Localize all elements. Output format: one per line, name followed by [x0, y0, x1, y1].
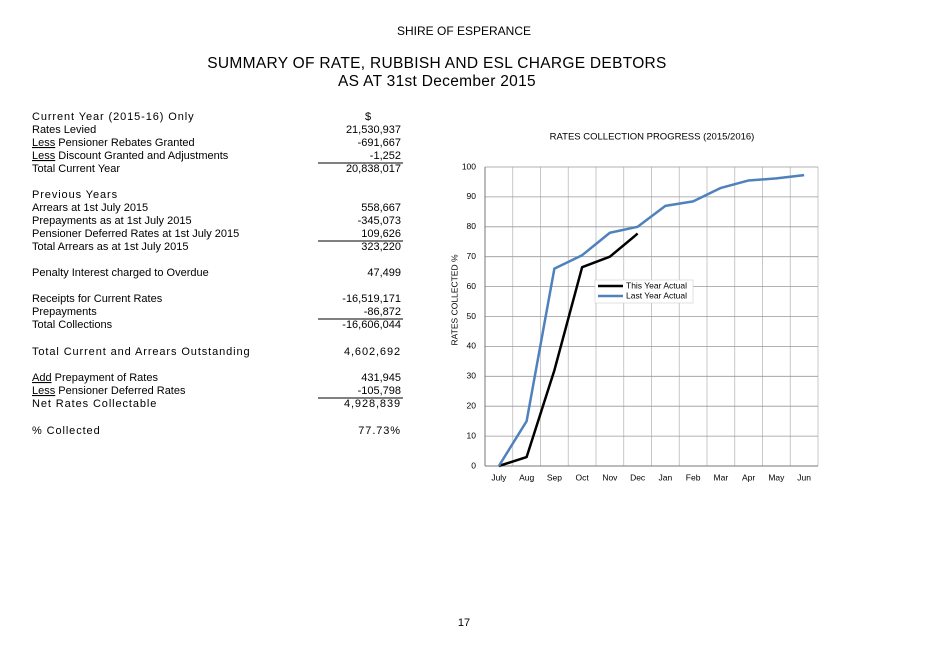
row-value: -1,252	[370, 150, 401, 162]
row-value: 77.73%	[358, 425, 401, 437]
chart: RATES COLLECTION PROGRESS (2015/2016) RA…	[449, 132, 819, 482]
summary-table: Current Year (2015-16) Only $ Rates Levied…	[32, 111, 403, 437]
row-label: Previous Years	[32, 189, 118, 201]
y-tick-label: 70	[467, 251, 477, 261]
label-text: Discount Granted and Adjustments	[55, 150, 229, 162]
label-text: Rates Levied	[32, 124, 96, 136]
x-tick-label: Aug	[519, 472, 534, 482]
y-tick-label: 10	[467, 430, 477, 440]
label-text: Pensioner Deferred Rates at 1st July 201…	[32, 228, 239, 240]
label-text: Prepayments as at 1st July 2015	[32, 215, 192, 227]
row-value: 558,667	[361, 202, 401, 214]
x-tick-label: Jun	[797, 472, 811, 482]
label-text: Net Rates Collectable	[32, 398, 157, 410]
label-text: Prepayment of Rates	[52, 372, 159, 384]
label-text: Penalty Interest charged to Overdue	[32, 267, 209, 279]
label-text: Pensioner Deferred Rates	[55, 385, 186, 397]
x-tick-label: Dec	[630, 472, 646, 482]
row-label: Arrears at 1st July 2015	[32, 202, 148, 214]
row-label: Less Pensioner Deferred Rates	[32, 385, 186, 397]
x-tick-label: Nov	[602, 472, 618, 482]
legend-label: This Year Actual	[626, 280, 687, 290]
row-label: Less Pensioner Rebates Granted	[32, 137, 195, 149]
x-tick-label: Sep	[547, 472, 562, 482]
row-value: -345,073	[358, 215, 401, 227]
row-label: Rates Levied	[32, 124, 96, 136]
organisation: SHIRE OF ESPERANCE	[397, 24, 531, 38]
row-value: -86,872	[364, 306, 401, 318]
row-value: -16,519,171	[342, 293, 401, 305]
y-tick-label: 50	[467, 311, 477, 321]
y-tick-label: 0	[471, 460, 476, 470]
label-text: % Collected	[32, 425, 101, 437]
x-tick-label: Mar	[714, 472, 729, 482]
label-text: Prepayments	[32, 306, 97, 318]
series-line	[498, 232, 639, 468]
row-label: Less Discount Granted and Adjustments	[32, 150, 229, 162]
label-text: Arrears at 1st July 2015	[32, 202, 148, 214]
row-value: -691,667	[358, 137, 401, 149]
title: SUMMARY OF RATE, RUBBISH AND ESL CHARGE …	[207, 55, 666, 72]
subtitle: AS AT 31st December 2015	[338, 73, 536, 90]
row-label: Penalty Interest charged to Overdue	[32, 267, 209, 279]
label-prefix: Add	[32, 372, 52, 384]
row-label: Total Current and Arrears Outstanding	[32, 346, 251, 358]
row-label: Prepayments as at 1st July 2015	[32, 215, 192, 227]
label-text: Total Collections	[32, 319, 113, 331]
y-tick-label: 80	[467, 221, 477, 231]
y-tick-label: 20	[467, 400, 477, 410]
label-text: Total Current and Arrears Outstanding	[32, 346, 251, 358]
row-value: 47,499	[367, 267, 401, 279]
y-tick-label: 100	[462, 161, 476, 171]
y-tick-label: 90	[467, 191, 477, 201]
row-label: Total Current Year	[32, 163, 120, 175]
x-tick-label: Jan	[659, 472, 673, 482]
row-label: Total Collections	[32, 319, 113, 331]
label-text: Total Current Year	[32, 163, 120, 175]
row-value: 431,945	[361, 372, 401, 384]
row-label: % Collected	[32, 425, 101, 437]
row-value: -16,606,044	[342, 319, 401, 331]
row-value: 20,838,017	[346, 163, 401, 175]
row-label: Add Prepayment of Rates	[32, 372, 158, 384]
x-tick-label: Apr	[742, 472, 755, 482]
y-tick-label: 30	[467, 371, 477, 381]
label-text: Current Year (2015-16) Only	[32, 111, 195, 123]
row-label: Prepayments	[32, 306, 97, 318]
row-label: Total Arrears as at 1st July 2015	[32, 241, 189, 253]
row-value: 4,602,692	[344, 346, 401, 358]
row-value: 109,626	[361, 228, 401, 240]
row-label: Current Year (2015-16) Only	[32, 111, 195, 123]
row-value: -105,798	[358, 385, 401, 397]
y-axis-label: RATES COLLECTED %	[449, 254, 459, 345]
row-value: $	[365, 111, 372, 123]
x-tick-label: Feb	[686, 472, 701, 482]
page-number: 17	[458, 617, 470, 629]
row-value: 4,928,839	[344, 398, 401, 410]
label-prefix: Less	[32, 137, 56, 149]
x-tick-label: May	[768, 472, 785, 482]
row-label: Pensioner Deferred Rates at 1st July 201…	[32, 228, 239, 240]
row-value: 21,530,937	[346, 124, 401, 136]
x-tick-label: Oct	[576, 472, 590, 482]
x-tick-label: July	[491, 472, 507, 482]
label-text: Receipts for Current Rates	[32, 293, 163, 305]
series-line	[497, 173, 805, 467]
y-tick-label: 60	[467, 281, 477, 291]
legend-label: Last Year Actual	[626, 290, 687, 300]
label-text: Total Arrears as at 1st July 2015	[32, 241, 189, 253]
chart-title: RATES COLLECTION PROGRESS (2015/2016)	[550, 132, 755, 143]
label-prefix: Less	[32, 385, 56, 397]
row-label: Net Rates Collectable	[32, 398, 157, 410]
row-value: 323,220	[361, 241, 401, 253]
y-tick-label: 40	[467, 341, 477, 351]
label-text: Previous Years	[32, 189, 118, 201]
label-text: Pensioner Rebates Granted	[55, 137, 194, 149]
row-label: Receipts for Current Rates	[32, 293, 163, 305]
label-prefix: Less	[32, 150, 56, 162]
